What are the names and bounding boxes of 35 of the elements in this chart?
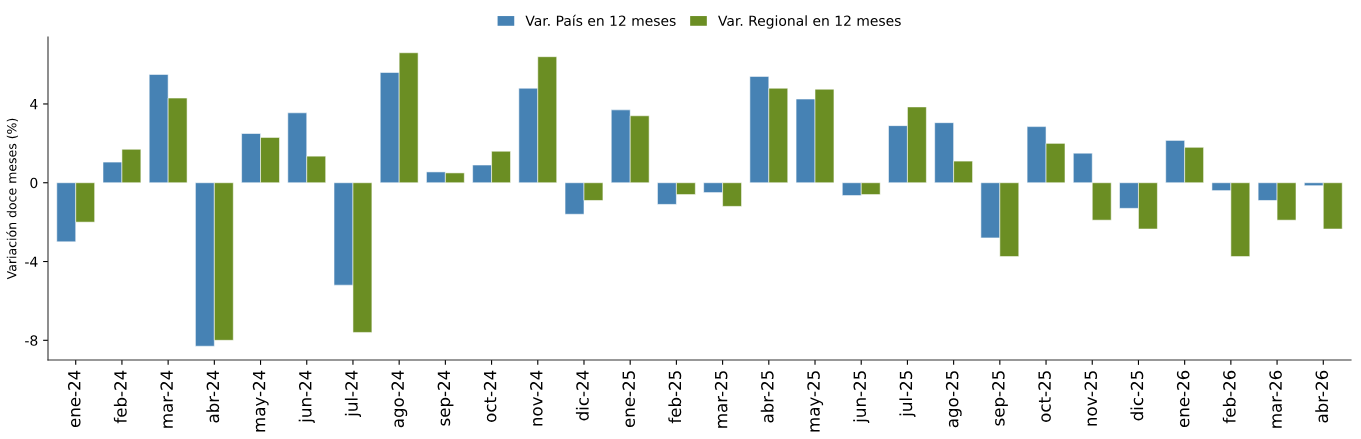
y-tick-label: 0 [30, 177, 38, 189]
x-tick-label: dic-25 [1130, 371, 1144, 421]
x-tick-label: oct-24 [483, 370, 497, 422]
y-tick-label: -4 [25, 256, 38, 267]
x-tick-label: ene-25 [622, 371, 636, 428]
x-tick-label: jul-25 [899, 371, 916, 418]
x-tick-label: jun-24 [298, 370, 315, 423]
legend-label: Var. País en 12 meses [525, 14, 676, 26]
x-tick-label: mar-26 [1269, 370, 1282, 428]
y-tick-label: -8 [25, 335, 38, 346]
x-tick-label: ago-25 [945, 371, 962, 428]
x-tick-label: feb-24 [113, 370, 127, 424]
legend-label: Var. Regional en 12 meses [718, 15, 901, 29]
x-tick-label: mar-25 [714, 371, 728, 428]
x-tick-label: nov-24 [530, 370, 543, 426]
y-axis-title: Variación doce meses (%) [6, 118, 18, 280]
x-tick-label: nov-25 [1084, 371, 1098, 426]
x-tick-label: may-24 [252, 370, 269, 432]
x-tick-label: jun-25 [853, 371, 870, 423]
x-tick-label: abr-24 [206, 370, 220, 423]
x-tick-label: mar-24 [160, 370, 173, 428]
x-tick-label: may-25 [807, 371, 824, 432]
x-tick-label: ago-24 [391, 370, 408, 428]
x-tick-label: abr-26 [1315, 370, 1329, 423]
x-tick-label: ene-24 [67, 370, 81, 428]
x-tick-label: abr-25 [760, 371, 774, 423]
x-tick-label: sep-25 [992, 371, 1008, 426]
x-tick-label: jul-24 [344, 370, 362, 418]
x-tick-label: ene-26 [1176, 370, 1190, 428]
x-tick-label: dic-24 [575, 370, 589, 421]
y-tick-label: 4 [30, 99, 38, 110]
x-tick-label: oct-25 [1038, 371, 1051, 422]
x-tick-label: feb-25 [668, 371, 682, 424]
x-tick-label: sep-24 [437, 370, 454, 426]
x-tick-label: feb-26 [1222, 370, 1236, 424]
